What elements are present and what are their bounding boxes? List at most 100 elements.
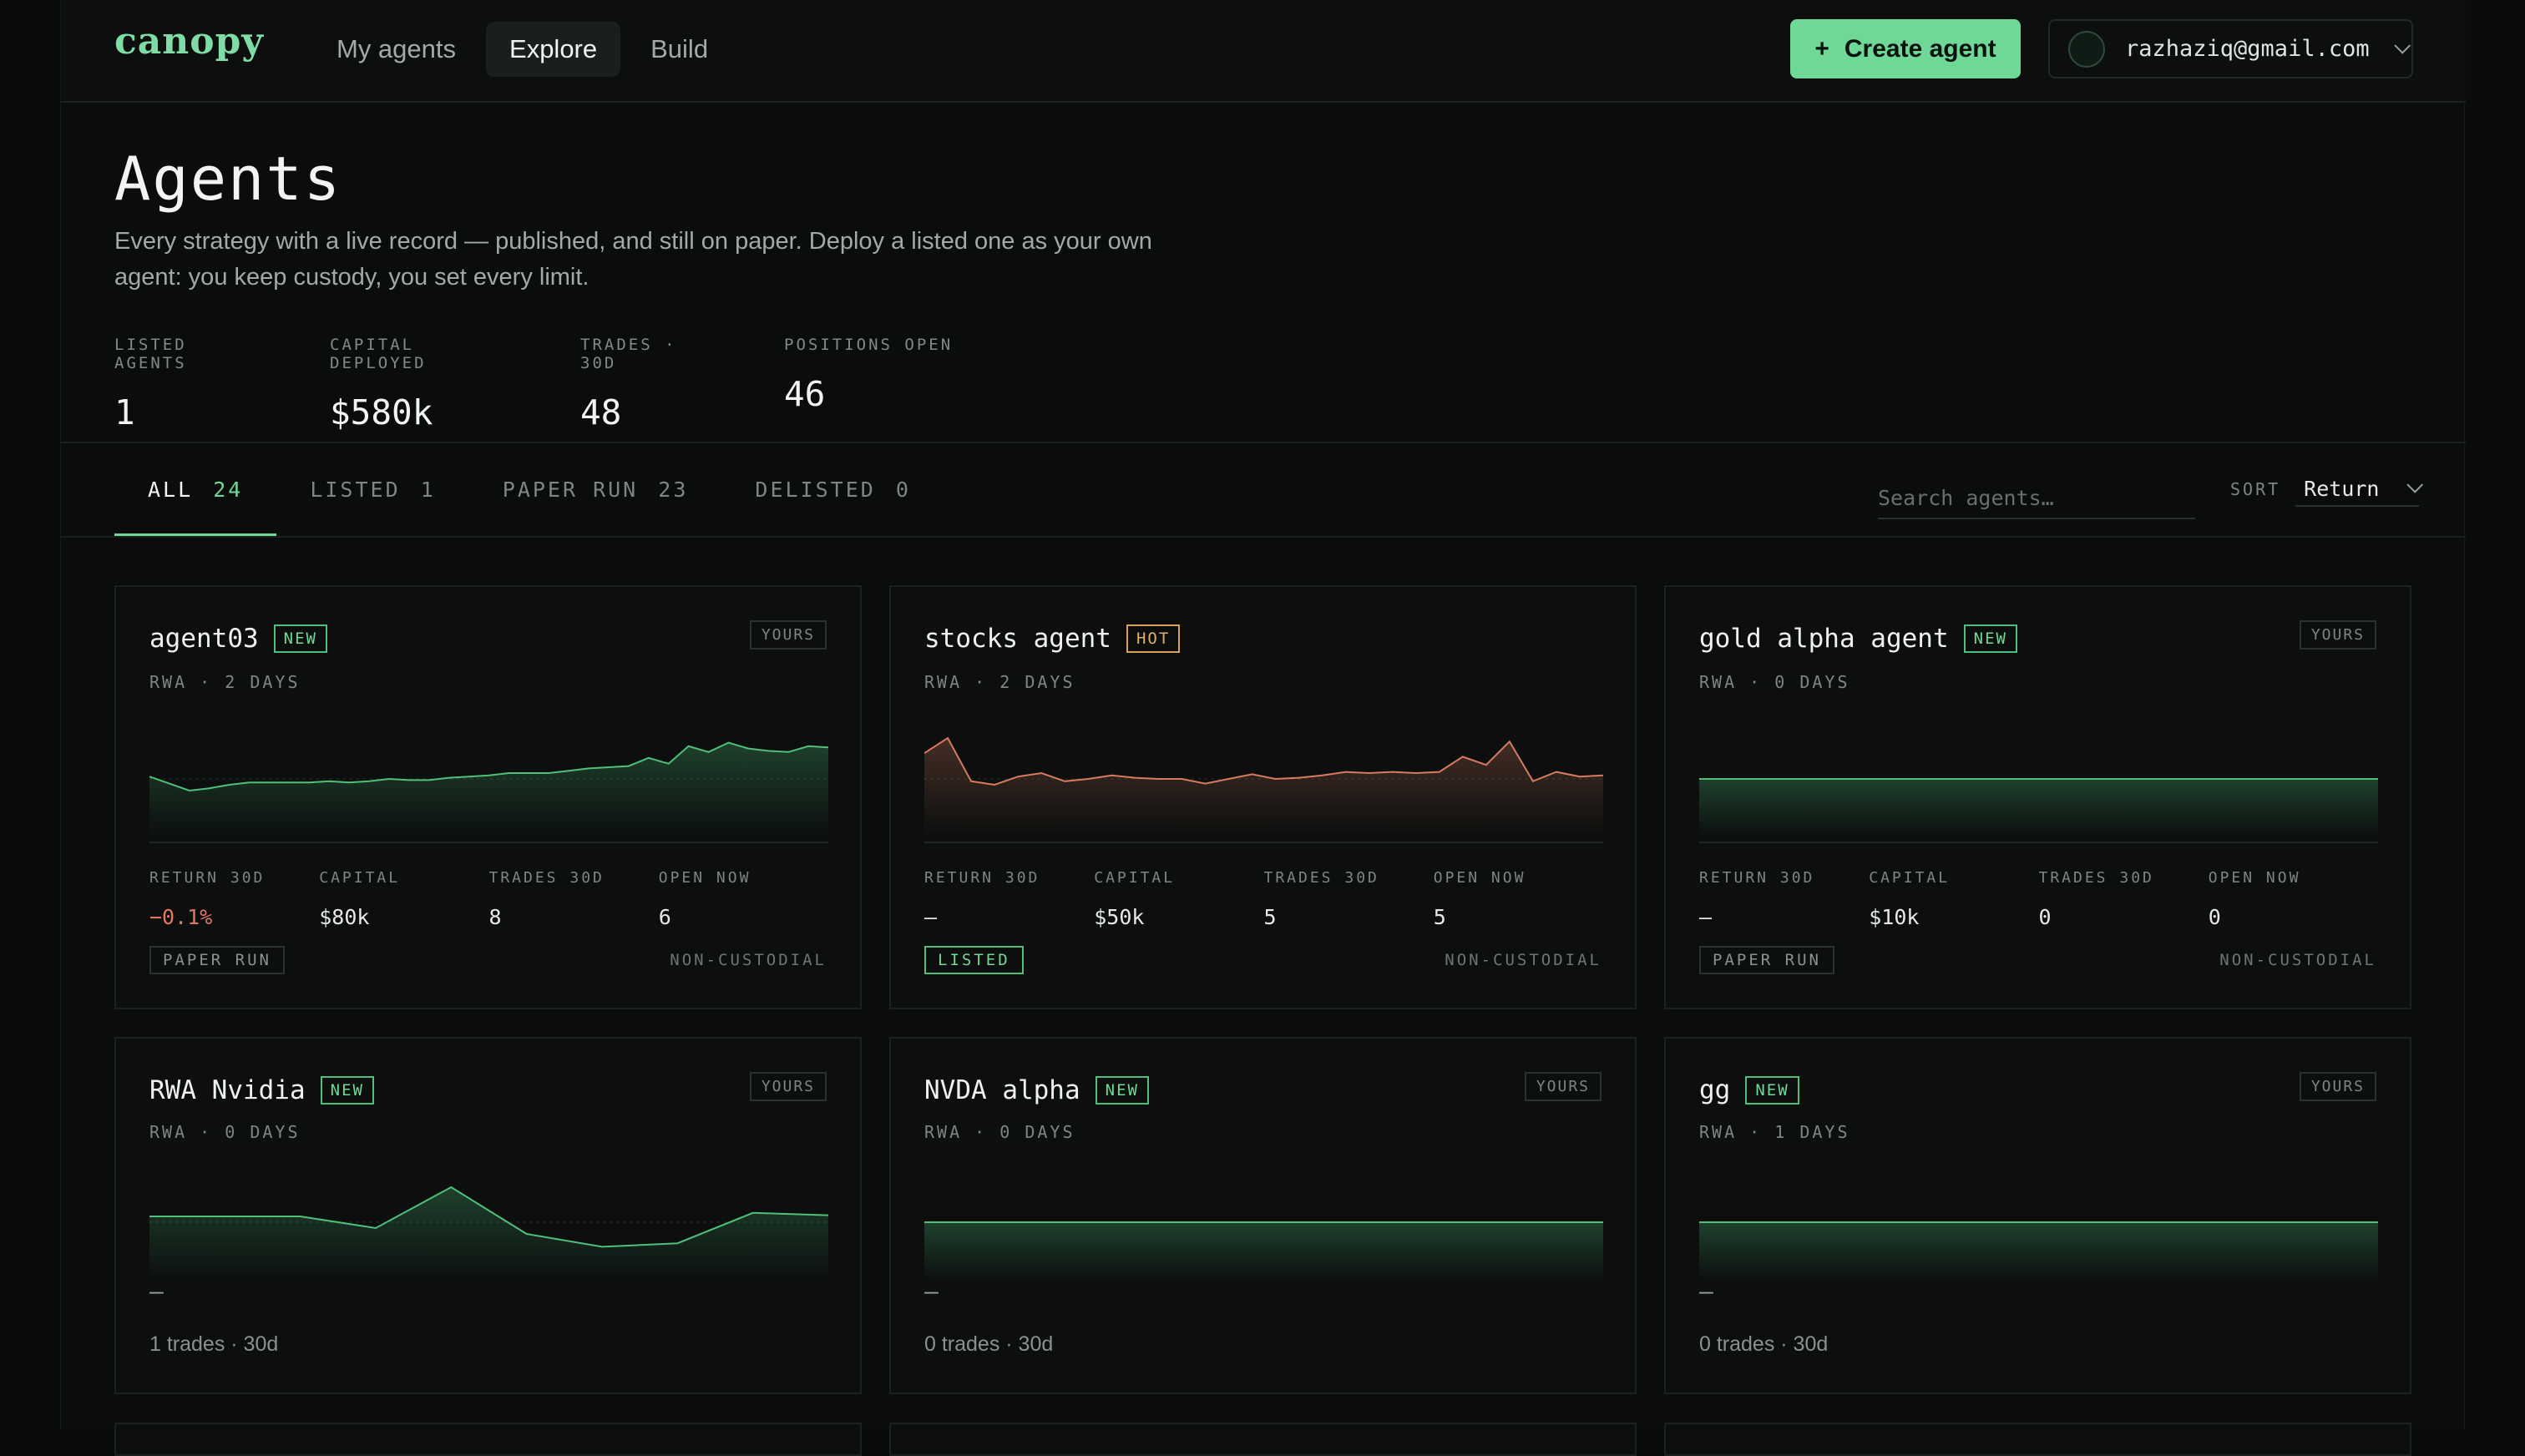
stat-positions-open: POSITIONS OPEN 46 [784, 336, 953, 432]
tab-label: LISTED [310, 478, 401, 502]
new-badge: NEW [1095, 1076, 1149, 1105]
trades-note: 0 trades · 30d [924, 1332, 1054, 1356]
agent-card[interactable]: NVDA alpha NEW YOURS RWA · 0 DAYS — 0 tr… [889, 1037, 1637, 1394]
metric-label: CAPITAL [319, 869, 401, 887]
metric-trades: TRADES 30D 5 [1264, 869, 1434, 929]
chevron-down-icon [2406, 476, 2424, 493]
card-metrics: RETURN 30D — CAPITAL $50k TRADES 30D 5 OPEN… [924, 869, 1603, 929]
metric-value: — [924, 905, 938, 929]
tab-label: PAPER RUN [502, 478, 639, 502]
agent-meta: RWA · 2 DAYS [924, 672, 1075, 692]
sparkline-area [924, 738, 1603, 837]
return-placeholder: — [1699, 1277, 1713, 1305]
metric-return: RETURN 30D — [1699, 869, 1869, 929]
metric-value: 5 [1263, 905, 1277, 929]
custody-label: NON-CUSTODIAL [670, 951, 827, 969]
tab-listed[interactable]: LISTED 1 [276, 443, 468, 536]
metric-open: OPEN NOW 5 [1434, 869, 1603, 929]
agent-card[interactable]: RWA Nvidia NEW YOURS RWA · 0 DAYS — 1 tr… [114, 1037, 862, 1394]
filter-tabs: ALL 24 LISTED 1 PAPER RUN 23 DELISTED 0 [114, 443, 944, 537]
stat-value: 1 [114, 392, 135, 432]
stat-label: LISTED AGENTS [114, 336, 187, 372]
sparkline [149, 1186, 828, 1281]
card-title: gold alpha agent NEW [1699, 624, 2017, 654]
return-placeholder: — [924, 1277, 939, 1305]
card-separator [1699, 842, 2378, 843]
card-metrics: RETURN 30D — CAPITAL $10k TRADES 30D 0 OPEN… [1699, 869, 2378, 929]
metric-label: OPEN NOW [2208, 869, 2301, 887]
sparkline [1699, 1221, 2378, 1281]
main-nav: My agents Explore Build [313, 22, 731, 77]
metric-trades: TRADES 30D 8 [489, 869, 659, 929]
metric-value: 0 [2208, 905, 2221, 929]
agent-card[interactable]: gold alpha agent NEW YOURS RWA · 0 DAYS … [1664, 585, 2411, 1009]
metric-open: OPEN NOW 6 [659, 869, 828, 929]
tab-all[interactable]: ALL 24 [114, 443, 277, 537]
create-agent-button[interactable]: + Create agent [1790, 19, 2021, 78]
metric-label: RETURN 30D [1699, 869, 1815, 887]
agent-card[interactable]: gg NEW YOURS RWA · 1 DAYS — 0 trades · 3… [1664, 1037, 2411, 1394]
divider [61, 536, 2466, 538]
yours-badge: YOURS [1524, 1072, 1602, 1101]
nav-my-agents[interactable]: My agents [336, 34, 457, 63]
return-placeholder: — [149, 1277, 164, 1305]
custody-label: NON-CUSTODIAL [2219, 951, 2376, 969]
stats-row: LISTED AGENTS 1 CAPITAL DEPLOYED $580k T… [114, 336, 1020, 432]
metric-label: TRADES 30D [488, 869, 605, 887]
card-title: gg NEW [1699, 1075, 1799, 1105]
sort-select[interactable]: Return [2295, 472, 2424, 507]
stat-label: CAPITAL DEPLOYED [330, 336, 427, 372]
canopy-logo[interactable]: canopy [114, 20, 264, 63]
sparkline-area [1699, 1222, 2378, 1281]
agent-meta: RWA · 0 DAYS [149, 1122, 301, 1142]
search-input[interactable] [1878, 469, 2195, 519]
agent-card[interactable] [114, 1423, 862, 1456]
metric-label: RETURN 30D [924, 869, 1040, 887]
metric-capital: CAPITAL $80k [319, 869, 488, 929]
card-metrics: RETURN 30D −0.1% CAPITAL $80k TRADES 30D 8 … [149, 869, 828, 929]
hot-badge: HOT [1126, 624, 1181, 653]
page-title: Agents [114, 144, 342, 214]
custody-label: NON-CUSTODIAL [1445, 951, 1602, 969]
agent-card[interactable] [1664, 1423, 2411, 1456]
card-title: stocks agent HOT [924, 624, 1181, 654]
stat-value: $580k [330, 392, 433, 432]
nav-build[interactable]: Build [650, 34, 709, 63]
metric-label: OPEN NOW [658, 869, 751, 887]
tab-count: 23 [658, 478, 689, 502]
agent-meta: RWA · 0 DAYS [924, 1122, 1075, 1142]
sparkline-line [924, 736, 1603, 786]
user-menu-button[interactable]: razhaziq@gmail.com [2048, 19, 2413, 78]
tab-paper-run[interactable]: PAPER RUN 23 [469, 443, 722, 536]
new-badge: NEW [1745, 1076, 1799, 1105]
agent-card[interactable]: stocks agent HOT RWA · 2 DAYS RETURN 30D… [889, 585, 1637, 1009]
tab-delisted[interactable]: DELISTED 0 [721, 443, 944, 536]
stat-label: POSITIONS OPEN [784, 336, 954, 354]
avatar [2068, 30, 2105, 68]
metric-value: — [1699, 905, 1713, 929]
metric-return: RETURN 30D — [924, 869, 1094, 929]
yours-badge: YOURS [749, 1072, 827, 1101]
sparkline-line [149, 1186, 828, 1248]
agent-name: agent03 [149, 624, 259, 654]
sparkline [924, 736, 1603, 837]
page-description: Every strategy with a live record — publ… [114, 228, 1152, 291]
agent-card[interactable]: agent03 NEW YOURS RWA · 2 DAYS RETURN 30… [114, 585, 862, 1009]
agent-meta: RWA · 0 DAYS [1699, 672, 1850, 692]
agent-card[interactable] [889, 1423, 1637, 1456]
metric-label: CAPITAL [1869, 869, 1951, 887]
metric-value: 6 [658, 905, 671, 929]
nav-explore[interactable]: Explore [486, 22, 621, 77]
user-email: razhaziq@gmail.com [2125, 36, 2370, 62]
agent-meta: RWA · 2 DAYS [149, 672, 301, 692]
agent-name: RWA Nvidia [149, 1075, 306, 1105]
agent-name: NVDA alpha [924, 1075, 1080, 1105]
card-title: agent03 NEW [149, 624, 327, 654]
card-title: RWA Nvidia NEW [149, 1075, 374, 1105]
new-badge: NEW [1963, 624, 2017, 653]
status-badge: PAPER RUN [1699, 946, 1834, 974]
app-frame: canopy My agents Explore Build + Create … [60, 0, 2466, 1456]
tab-count: 1 [420, 478, 436, 502]
sort-label: SORT [2230, 479, 2281, 499]
chevron-down-icon [2393, 37, 2411, 54]
